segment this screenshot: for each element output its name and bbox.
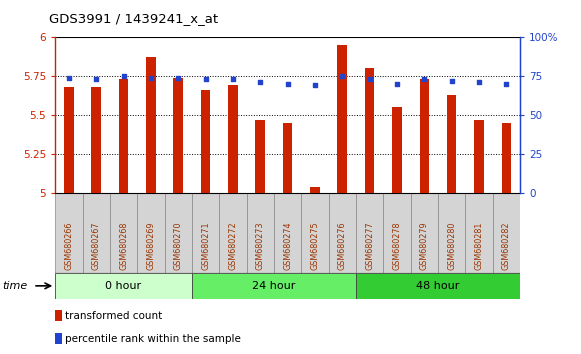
Bar [246,193,274,273]
Bar [392,107,401,193]
Bar [91,87,101,193]
Text: GSM680274: GSM680274 [283,222,292,270]
Text: GDS3991 / 1439241_x_at: GDS3991 / 1439241_x_at [49,12,218,25]
Point [64,75,74,80]
Point [146,75,156,80]
Bar [356,193,383,273]
Point [501,81,511,87]
Text: GSM680280: GSM680280 [447,222,456,270]
Point [447,78,456,84]
Bar [365,68,374,193]
Bar [201,90,210,193]
Text: GSM680273: GSM680273 [256,222,265,270]
Bar [474,120,484,193]
Bar [228,85,238,193]
Bar [164,193,192,273]
Bar [501,123,511,193]
Bar [493,193,520,273]
Bar [64,87,74,193]
Text: GSM680278: GSM680278 [392,222,401,270]
Point [310,82,320,88]
Text: GSM680281: GSM680281 [475,222,483,270]
Text: 24 hour: 24 hour [252,281,296,291]
Point [283,81,292,87]
Bar [411,193,438,273]
Text: transformed count: transformed count [65,311,162,321]
Bar [55,273,192,299]
Point [256,80,265,85]
Text: GSM680271: GSM680271 [201,222,210,270]
Text: GSM680270: GSM680270 [174,222,183,270]
Text: GSM680272: GSM680272 [228,222,238,270]
Bar [338,45,347,193]
Bar [329,193,356,273]
Text: GSM680275: GSM680275 [310,222,320,270]
Bar [447,95,457,193]
Bar [55,310,62,321]
Bar [219,193,246,273]
Bar [383,193,411,273]
Bar [356,273,520,299]
Point [419,76,429,82]
Point [201,76,210,82]
Bar [419,79,429,193]
Point [92,76,101,82]
Bar [192,273,356,299]
Point [365,76,374,82]
Bar [256,120,265,193]
Bar [465,193,493,273]
Bar [146,57,156,193]
Bar [283,123,292,193]
Point [174,75,183,80]
Text: GSM680269: GSM680269 [146,222,155,270]
Bar [119,79,128,193]
Point [392,81,401,87]
Text: 48 hour: 48 hour [416,281,460,291]
Point [474,80,483,85]
Text: GSM680267: GSM680267 [92,222,101,270]
Text: GSM680266: GSM680266 [64,222,73,270]
Bar [55,193,83,273]
Bar [83,193,110,273]
Text: GSM680268: GSM680268 [119,222,128,270]
Bar [137,193,164,273]
Text: GSM680282: GSM680282 [502,222,511,270]
Bar [174,78,183,193]
Text: percentile rank within the sample: percentile rank within the sample [65,334,241,344]
Bar [274,193,302,273]
Bar [302,193,329,273]
Bar [110,193,137,273]
Bar [192,193,219,273]
Text: GSM680276: GSM680276 [338,222,347,270]
Text: GSM680279: GSM680279 [420,222,429,270]
Text: time: time [3,281,28,291]
Point [228,76,238,82]
Bar [438,193,465,273]
Point [338,73,347,79]
Bar [55,333,62,343]
Bar [310,187,320,193]
Text: GSM680277: GSM680277 [365,222,374,270]
Text: 0 hour: 0 hour [106,281,142,291]
Point [119,73,128,79]
